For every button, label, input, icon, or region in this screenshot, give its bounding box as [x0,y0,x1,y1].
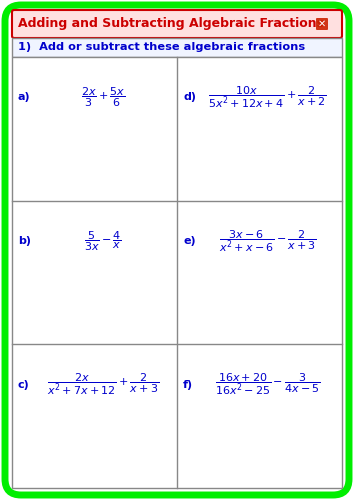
Text: $\dfrac{3x-6}{x^2+x-6}-\dfrac{2}{x+3}$: $\dfrac{3x-6}{x^2+x-6}-\dfrac{2}{x+3}$ [219,228,317,254]
Text: f): f) [183,380,193,390]
FancyBboxPatch shape [12,10,342,38]
Text: $\dfrac{5}{3x}-\dfrac{4}{x}$: $\dfrac{5}{3x}-\dfrac{4}{x}$ [84,229,122,252]
FancyBboxPatch shape [316,18,328,30]
Text: $\dfrac{16x+20}{16x^2-25}-\dfrac{3}{4x-5}$: $\dfrac{16x+20}{16x^2-25}-\dfrac{3}{4x-5… [215,372,321,397]
Text: $\dfrac{2x}{3}+\dfrac{5x}{6}$: $\dfrac{2x}{3}+\dfrac{5x}{6}$ [80,86,125,109]
Text: d): d) [183,92,196,102]
Text: $\dfrac{2x}{x^2+7x+12}+\dfrac{2}{x+3}$: $\dfrac{2x}{x^2+7x+12}+\dfrac{2}{x+3}$ [47,372,159,397]
Text: 1)  Add or subtract these algebraic fractions: 1) Add or subtract these algebraic fract… [18,42,305,52]
Text: e): e) [183,236,196,246]
Text: a): a) [18,92,31,102]
Text: Adding and Subtracting Algebraic Fractions: Adding and Subtracting Algebraic Fractio… [18,18,324,30]
Bar [12,57,342,488]
Text: b): b) [18,236,31,246]
Text: $\dfrac{10x}{5x^2+12x+4}+\dfrac{2}{x+2}$: $\dfrac{10x}{5x^2+12x+4}+\dfrac{2}{x+2}$ [208,84,327,110]
Bar [12,38,342,57]
FancyBboxPatch shape [5,5,349,495]
Text: ✕: ✕ [318,19,326,29]
Text: c): c) [18,380,30,390]
